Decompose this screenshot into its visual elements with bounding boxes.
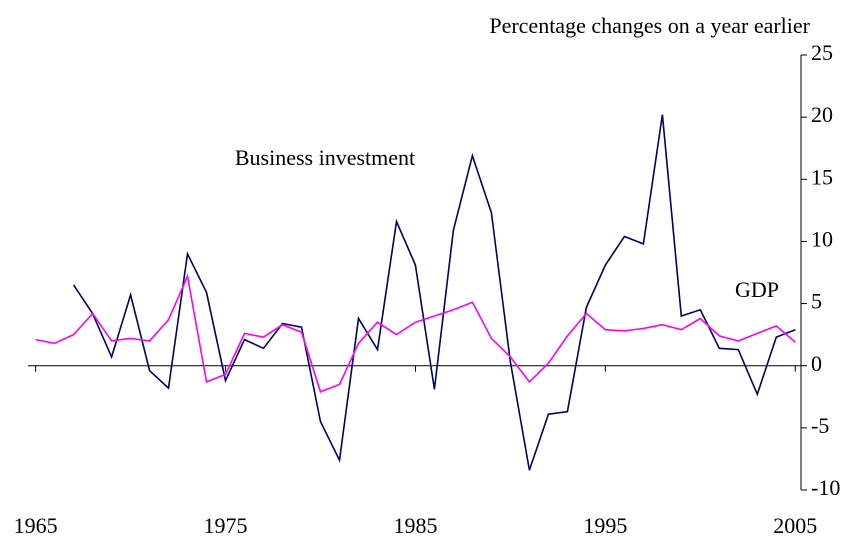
y-tick-label: 20	[811, 102, 833, 127]
x-tick-label: 1975	[204, 513, 248, 538]
x-tick-label: 1985	[393, 513, 437, 538]
series-line	[35, 273, 796, 393]
series-label: Business investment	[235, 145, 415, 170]
x-tick-label: 1995	[583, 513, 627, 538]
y-tick-label: 15	[811, 164, 833, 189]
y-axis-title: Percentage changes on a year earlier	[489, 13, 810, 38]
y-tick-label: 25	[811, 40, 833, 65]
y-tick-label: 5	[811, 289, 822, 314]
series-line	[72, 114, 796, 471]
series-label: GDP	[735, 277, 779, 302]
x-tick-label: 2005	[773, 513, 817, 538]
y-tick-label: 0	[811, 351, 822, 376]
y-tick-label: 10	[811, 226, 833, 251]
y-tick-label: -5	[811, 413, 829, 438]
x-tick-label: 1965	[14, 513, 58, 538]
y-tick-label: -10	[811, 475, 840, 500]
